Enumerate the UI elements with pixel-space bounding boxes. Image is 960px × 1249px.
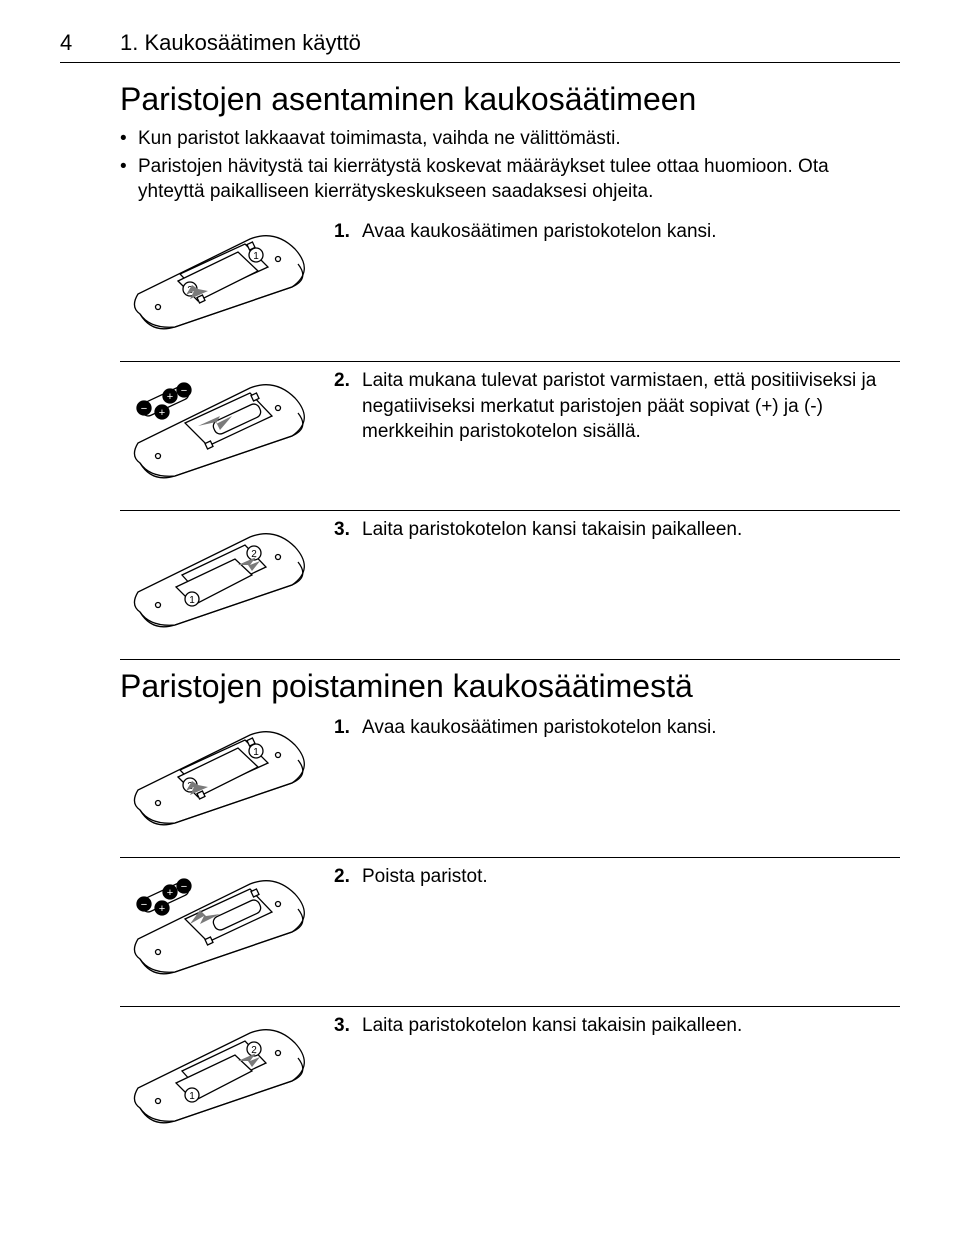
step-text-row: 1. Avaa kaukosäätimen paristokotelon kan… (334, 715, 717, 845)
page-header: 4 1. Kaukosäätimen käyttö (60, 30, 900, 56)
step-text-row: 2. Poista paristot. (334, 864, 488, 994)
section1-bullets: • Kun paristot lakkaavat toimimasta, vai… (120, 126, 900, 205)
page-number: 4 (60, 30, 80, 56)
svg-text:−: − (181, 881, 187, 893)
step-text-row: 3. Laita paristokotelon kansi takaisin p… (334, 517, 742, 647)
section2-step-2: − − + + 2. Poista paristot. (120, 857, 900, 1006)
step-number: 1. (334, 715, 362, 845)
svg-text:−: − (141, 899, 147, 911)
bullet-item: • Kun paristot lakkaavat toimimasta, vai… (120, 126, 900, 152)
section2-title: Paristojen poistaminen kaukosäätimestä (120, 668, 900, 705)
illustration-close-cover: 1 2 (120, 517, 320, 647)
svg-text:−: − (141, 403, 147, 415)
step-text-row: 3. Laita paristokotelon kansi takaisin p… (334, 1013, 742, 1143)
bullet-text: Kun paristot lakkaavat toimimasta, vaihd… (138, 126, 621, 152)
section1-step-2: − − + + 2. Laita mukana tulevat paristot… (120, 361, 900, 510)
chapter-title: 1. Kaukosäätimen käyttö (120, 30, 361, 56)
svg-text:+: + (167, 391, 173, 403)
illustration-remove-batteries: − − + + (120, 864, 320, 994)
svg-text:+: + (167, 887, 173, 899)
section2-step-1: 1 2 1. Avaa kaukosäätimen paristokotelon… (120, 709, 900, 857)
step-description: Poista paristot. (362, 864, 488, 994)
section1-step-3: 1 2 3. Laita paristokotelon kansi takais… (120, 510, 900, 659)
header-rule (60, 62, 900, 63)
step-number: 2. (334, 368, 362, 498)
step-text-row: 1. Avaa kaukosäätimen paristokotelon kan… (334, 219, 717, 349)
illustration-open-cover: 1 2 (120, 715, 320, 845)
svg-text:−: − (181, 385, 187, 397)
section2-rule-top (120, 659, 900, 660)
step-number: 2. (334, 864, 362, 994)
step-description: Avaa kaukosäätimen paristokotelon kansi. (362, 219, 717, 349)
section1-step-1: 1 2 1. Avaa kaukosäätimen paristokotelon… (120, 213, 900, 361)
section1-title: Paristojen asentaminen kaukosäätimeen (120, 81, 900, 118)
bullet-dot: • (120, 126, 138, 152)
svg-text:+: + (159, 903, 165, 915)
svg-text:1: 1 (189, 595, 195, 606)
svg-text:1: 1 (253, 251, 259, 262)
step-description: Avaa kaukosäätimen paristokotelon kansi. (362, 715, 717, 845)
illustration-insert-batteries: − − + + (120, 368, 320, 498)
step-number: 1. (334, 219, 362, 349)
svg-text:1: 1 (189, 1091, 195, 1102)
step-description: Laita mukana tulevat paristot varmistaen… (362, 368, 900, 498)
illustration-close-cover: 1 2 (120, 1013, 320, 1143)
bullet-item: • Paristojen hävitystä tai kierrätystä k… (120, 154, 900, 205)
illustration-open-cover: 1 2 (120, 219, 320, 349)
step-number: 3. (334, 1013, 362, 1143)
svg-text:1: 1 (253, 747, 259, 758)
svg-text:+: + (159, 407, 165, 419)
step-description: Laita paristokotelon kansi takaisin paik… (362, 517, 742, 647)
bullet-text: Paristojen hävitystä tai kierrätystä kos… (138, 154, 900, 205)
section2-step-3: 1 2 3. Laita paristokotelon kansi takais… (120, 1006, 900, 1155)
step-text-row: 2. Laita mukana tulevat paristot varmist… (334, 368, 900, 498)
step-description: Laita paristokotelon kansi takaisin paik… (362, 1013, 742, 1143)
step-number: 3. (334, 517, 362, 647)
bullet-dot: • (120, 154, 138, 205)
